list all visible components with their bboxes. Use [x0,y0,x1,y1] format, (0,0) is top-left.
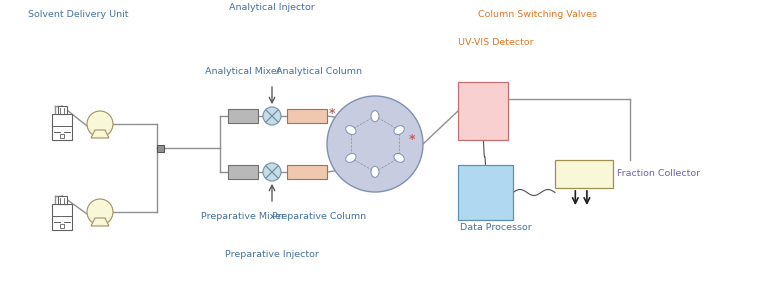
Bar [228,165,258,179]
Ellipse shape [345,154,356,162]
Bar [555,160,613,188]
Ellipse shape [371,111,379,122]
Ellipse shape [371,166,379,177]
Bar [458,165,513,220]
Bar [52,204,72,230]
Ellipse shape [394,126,404,134]
Polygon shape [91,130,109,138]
Circle shape [87,199,113,225]
Bar [287,109,327,123]
Bar [60,134,64,138]
Text: *: * [409,134,415,147]
Text: *: * [329,107,336,120]
Polygon shape [91,218,109,226]
Text: Analytical Column: Analytical Column [276,67,362,76]
Bar [228,109,258,123]
Bar [287,165,327,179]
Bar [157,145,164,151]
Bar [58,106,66,114]
Text: Preparative Injector: Preparative Injector [225,250,319,259]
Bar [52,114,72,140]
Text: Data Processor: Data Processor [460,223,532,232]
Ellipse shape [345,126,356,134]
Bar [60,224,64,228]
Ellipse shape [394,154,404,162]
Circle shape [263,163,281,181]
Circle shape [327,96,423,192]
Text: Column Switching Valves: Column Switching Valves [478,10,597,19]
Bar [58,196,66,204]
Text: Solvent Delivery Unit: Solvent Delivery Unit [27,10,129,19]
Text: Analytical Mixer: Analytical Mixer [205,67,281,76]
Text: UV-VIS Detector: UV-VIS Detector [458,38,533,47]
Circle shape [87,111,113,137]
Text: Analytical Injector: Analytical Injector [229,3,315,12]
Text: Fraction Collector: Fraction Collector [617,170,700,179]
Bar [458,82,508,140]
Circle shape [263,107,281,125]
Text: Preparative Mixer: Preparative Mixer [201,212,285,221]
Text: Preparative Column: Preparative Column [272,212,366,221]
